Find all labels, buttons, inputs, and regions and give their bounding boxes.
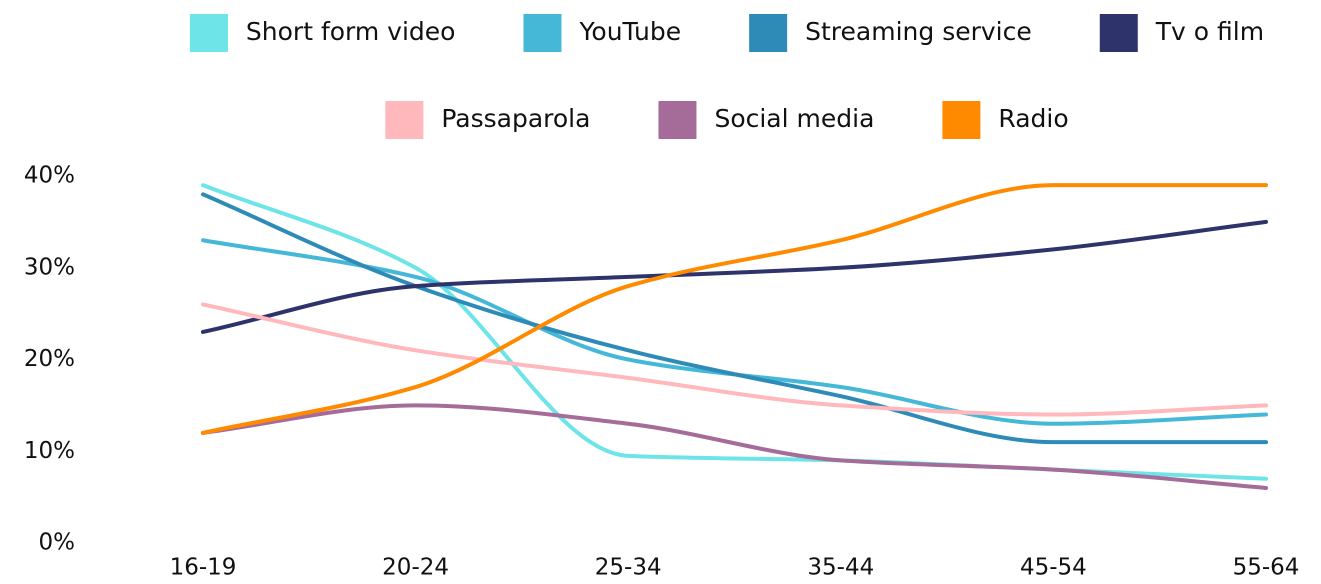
legend-label: Short form video xyxy=(246,17,456,46)
legend-label: Radio xyxy=(998,104,1068,133)
x-tick-label: 16-19 xyxy=(170,555,237,581)
x-tick-label: 25-34 xyxy=(595,555,662,581)
x-tick-label: 45-54 xyxy=(1020,555,1087,581)
line xyxy=(201,302,1268,417)
legend-swatch xyxy=(523,14,562,52)
legend-swatch xyxy=(1099,14,1138,52)
line xyxy=(201,192,1268,445)
y-tick-label: 0% xyxy=(39,530,76,556)
legend-swatch xyxy=(749,14,788,52)
y-tick-label: 30% xyxy=(24,254,75,280)
legend-swatch xyxy=(658,101,697,139)
x-tick-label: 20-24 xyxy=(382,555,449,581)
y-tick-label: 40% xyxy=(24,163,75,189)
legend-label: YouTube xyxy=(578,17,681,46)
legend-row: Passaparola Social media Radio xyxy=(385,101,1069,139)
legend-label: Social media xyxy=(714,104,874,133)
line xyxy=(201,219,1268,334)
x-tick-label: 55-64 xyxy=(1233,555,1300,581)
line xyxy=(201,183,1268,481)
x-tick-label: 35-44 xyxy=(807,555,874,581)
y-tick-label: 10% xyxy=(24,438,75,464)
line xyxy=(201,183,1268,435)
line xyxy=(201,238,1268,426)
legend-swatch xyxy=(942,101,981,139)
legend-label: Tv o film xyxy=(1155,17,1264,46)
line xyxy=(201,403,1268,490)
legend-label: Passaparola xyxy=(441,104,590,133)
legend-swatch xyxy=(385,101,424,139)
legend-label: Streaming service xyxy=(805,17,1032,46)
legend-row: Short form video YouTube Streaming service… xyxy=(189,14,1264,52)
legend-swatch xyxy=(189,14,228,52)
y-tick-label: 20% xyxy=(24,346,75,372)
